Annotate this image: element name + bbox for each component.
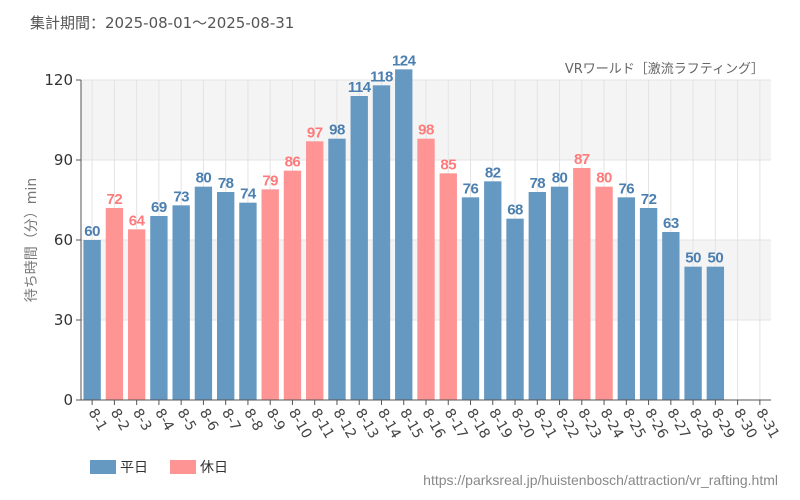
bar-value-label: 74 [240,186,257,203]
x-tick-label: 8-2 [107,406,132,434]
bar [216,192,235,400]
bar [506,218,524,400]
bar [306,141,324,401]
x-tick-label: 8-9 [263,406,288,434]
bar-value-label: 72 [641,191,657,208]
x-tick-label: 8-5 [174,406,199,434]
bar [372,85,391,400]
bar-value-label: 114 [348,79,372,96]
bar-value-label: 50 [708,250,724,267]
legend-label-holiday: 休日 [200,460,228,476]
x-tick-label: 8-1 [85,406,110,434]
bar-value-label: 72 [107,191,123,208]
bar [261,189,279,400]
y-tick-label: 120 [44,71,73,89]
period-label: 集計期間：2025-08-01～2025-08-31 [30,14,295,32]
bar-value-label: 80 [196,170,212,187]
bar-value-label: 73 [173,188,189,205]
bar-value-label: 86 [285,154,301,171]
bar [528,192,546,400]
bar-value-label: 118 [370,68,393,85]
bar [127,229,146,400]
bar [239,202,257,400]
axes [76,79,771,405]
y-tick-label: 60 [54,231,73,249]
x-tick-label: 8-3 [129,406,154,434]
x-tick-label: 8-31 [752,406,782,442]
y-tick-label: 0 [63,391,73,409]
bar [639,208,658,400]
y-tick-label: 90 [54,151,73,169]
bar [706,266,725,400]
bar-value-label: 76 [618,180,634,197]
bar-value-label: 79 [262,172,278,189]
y-tick-label: 30 [54,311,73,329]
source-url[interactable]: https://parksreal.jp/huistenbosch/attrac… [423,472,778,488]
bar-value-label: 76 [463,180,479,197]
y-axis-label: 待ち時間（分）min [24,178,40,302]
bar-value-label: 80 [596,170,612,187]
bar-value-label: 69 [151,199,167,216]
bar-value-label: 87 [574,151,590,168]
x-tick-labels: 8-18-28-38-48-58-68-78-88-98-108-118-128… [85,406,782,442]
legend-label-weekday: 平日 [120,460,148,476]
legend-item-holiday[interactable]: 休日 [170,457,228,477]
y-tick-labels: 0 30 60 90 120 [44,71,73,409]
bar [550,186,569,400]
bar-value-label: 63 [663,215,679,232]
bar [684,266,702,400]
bar [484,181,502,400]
bar [194,186,213,400]
bar [172,205,190,400]
bar-value-label: 78 [529,175,545,192]
bar [328,138,346,400]
bar [283,170,302,400]
bar-value-label: 50 [685,250,701,267]
bar [573,168,591,400]
x-tick-label: 8-4 [151,406,176,434]
bar [595,186,613,400]
bar-value-label: 85 [440,156,456,173]
bar-value-label: 64 [129,212,146,229]
x-tick-label: 8-7 [218,406,243,434]
bar [617,197,636,400]
bar [417,138,435,400]
bar-value-label: 98 [329,122,345,139]
bar-value-label: 97 [307,124,323,141]
bar [150,216,168,400]
x-tick-label: 8-6 [196,406,221,434]
x-tick-label: 8-8 [240,406,265,434]
bar [350,96,368,400]
legend-item-weekday[interactable]: 平日 [90,457,148,477]
bar-value-label: 124 [392,52,417,69]
bars [83,69,725,401]
bar-value-label: 98 [418,122,434,139]
bar [461,197,480,400]
bar [105,208,124,400]
legend: 平日 休日 [90,457,250,477]
bar [439,173,457,400]
bar-value-label: 80 [552,170,568,187]
chart-title: VRワールド［激流ラフティング］ [565,62,764,77]
bar [395,69,413,400]
bar-value-label: 68 [507,202,523,219]
bar-value-label: 60 [84,223,100,240]
legend-swatch-weekday [90,460,116,474]
bar [83,240,101,400]
bar-value-label: 78 [218,175,234,192]
bar [662,232,680,400]
bar-value-label: 82 [485,164,501,181]
legend-swatch-holiday [170,460,196,474]
